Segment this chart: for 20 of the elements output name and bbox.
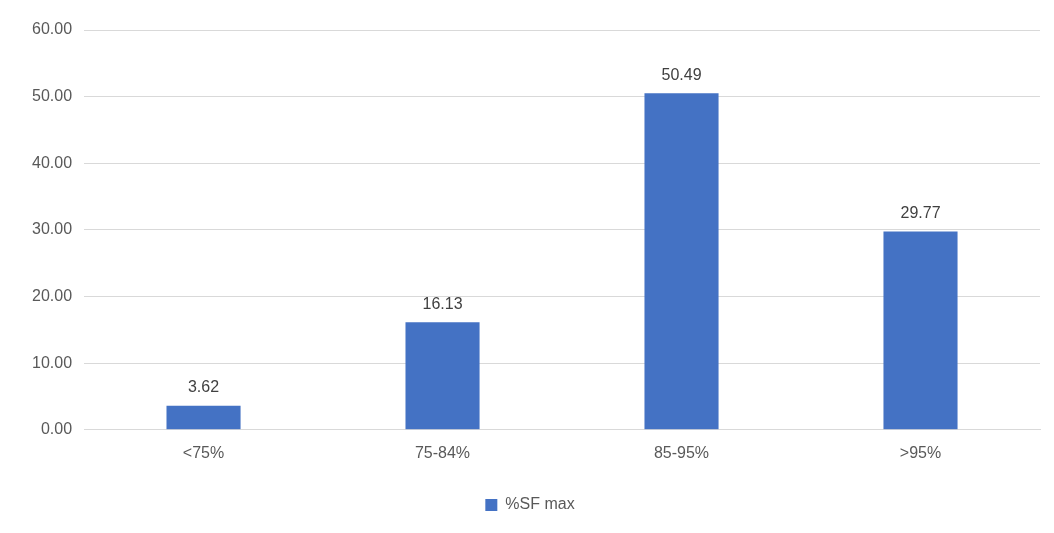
x-tick-label: >95%: [899, 443, 942, 461]
bar: [405, 322, 480, 430]
x-tick-label: 85-95%: [653, 443, 710, 461]
legend-label: %SF max: [505, 495, 575, 513]
x-tick-label: <75%: [182, 443, 225, 461]
y-tick-label: 10.00: [31, 353, 73, 371]
bar: [644, 93, 719, 430]
y-tick-label: 40.00: [31, 153, 73, 171]
y-tick-label: 30.00: [31, 220, 73, 238]
data-label: 3.62: [187, 378, 220, 396]
bar: [166, 405, 241, 430]
y-tick-label: 50.00: [31, 87, 73, 105]
y-tick-label: 0.00: [40, 420, 73, 438]
data-label: 50.49: [661, 65, 702, 83]
data-label: 16.13: [422, 294, 463, 312]
y-tick-label: 20.00: [31, 286, 73, 304]
data-label: 29.77: [900, 203, 941, 221]
x-tick-label: 75-84%: [414, 443, 471, 461]
bar: [883, 231, 958, 430]
y-tick-label: 60.00: [31, 20, 73, 38]
